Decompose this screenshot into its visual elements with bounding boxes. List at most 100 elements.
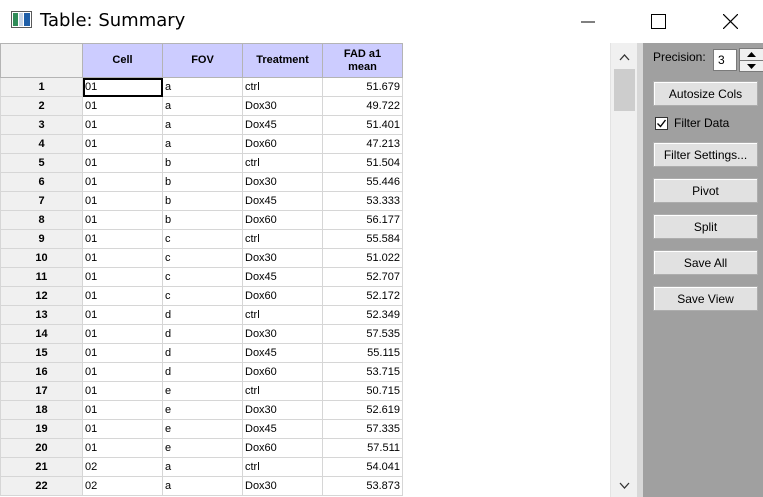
row-number[interactable]: 20 <box>0 438 83 458</box>
fad-a1-mean-value[interactable]: 57.511 <box>322 438 403 458</box>
scroll-down-button[interactable] <box>611 475 637 495</box>
cell-value[interactable]: 02 <box>82 457 163 477</box>
fov-value[interactable]: c <box>162 229 243 249</box>
treatment-value[interactable]: Dox30 <box>242 400 323 420</box>
row-number[interactable]: 22 <box>0 476 83 496</box>
fov-value[interactable]: b <box>162 210 243 230</box>
filter-data-checkbox-row[interactable]: Filter Data <box>655 116 729 130</box>
save-view-button[interactable]: Save View <box>653 286 758 311</box>
fad-a1-mean-value[interactable]: 53.715 <box>322 362 403 382</box>
vertical-scrollbar[interactable] <box>610 43 637 497</box>
treatment-value[interactable]: ctrl <box>242 457 323 477</box>
table-row[interactable]: 18 01 e Dox30 52.619 <box>0 400 403 420</box>
column-header-fad-a1-mean[interactable]: FAD a1 mean <box>322 43 403 78</box>
fov-value[interactable]: a <box>162 476 243 496</box>
treatment-value[interactable]: ctrl <box>242 381 323 401</box>
row-number[interactable]: 11 <box>0 267 83 287</box>
row-number[interactable]: 21 <box>0 457 83 477</box>
table-row[interactable]: 14 01 d Dox30 57.535 <box>0 324 403 344</box>
treatment-value[interactable]: Dox30 <box>242 172 323 192</box>
table-row[interactable]: 2 01 a Dox30 49.722 <box>0 96 403 116</box>
fad-a1-mean-value[interactable]: 50.715 <box>322 381 403 401</box>
fad-a1-mean-value[interactable]: 51.022 <box>322 248 403 268</box>
maximize-button[interactable] <box>635 0 681 43</box>
fad-a1-mean-value[interactable]: 51.401 <box>322 115 403 135</box>
treatment-value[interactable]: Dox60 <box>242 210 323 230</box>
row-number[interactable]: 19 <box>0 419 83 439</box>
treatment-value[interactable]: Dox30 <box>242 324 323 344</box>
fad-a1-mean-value[interactable]: 57.335 <box>322 419 403 439</box>
fov-value[interactable]: c <box>162 267 243 287</box>
cell-value[interactable]: 01 <box>82 77 163 97</box>
spin-down-button[interactable] <box>740 60 763 71</box>
fov-value[interactable]: d <box>162 362 243 382</box>
fad-a1-mean-value[interactable]: 47.213 <box>322 134 403 154</box>
cell-value[interactable]: 01 <box>82 419 163 439</box>
table-row[interactable]: 4 01 a Dox60 47.213 <box>0 134 403 154</box>
column-header-fov[interactable]: FOV <box>162 43 243 78</box>
fov-value[interactable]: c <box>162 286 243 306</box>
table-row[interactable]: 22 02 a Dox30 53.873 <box>0 476 403 496</box>
fov-value[interactable]: b <box>162 191 243 211</box>
table-row[interactable]: 6 01 b Dox30 55.446 <box>0 172 403 192</box>
minimize-button[interactable] <box>565 0 611 43</box>
corner-header[interactable] <box>0 43 83 78</box>
cell-value[interactable]: 01 <box>82 267 163 287</box>
fad-a1-mean-value[interactable]: 55.446 <box>322 172 403 192</box>
scroll-up-button[interactable] <box>611 47 637 67</box>
precision-spinner[interactable] <box>739 48 763 72</box>
treatment-value[interactable]: Dox45 <box>242 191 323 211</box>
cell-value[interactable]: 01 <box>82 286 163 306</box>
fad-a1-mean-value[interactable]: 53.333 <box>322 191 403 211</box>
column-header-treatment[interactable]: Treatment <box>242 43 323 78</box>
row-number[interactable]: 6 <box>0 172 83 192</box>
row-number[interactable]: 8 <box>0 210 83 230</box>
treatment-value[interactable]: Dox60 <box>242 286 323 306</box>
cell-value[interactable]: 01 <box>82 96 163 116</box>
table-row[interactable]: 8 01 b Dox60 56.177 <box>0 210 403 230</box>
treatment-value[interactable]: Dox30 <box>242 248 323 268</box>
cell-value[interactable]: 01 <box>82 362 163 382</box>
fad-a1-mean-value[interactable]: 52.707 <box>322 267 403 287</box>
fov-value[interactable]: e <box>162 438 243 458</box>
row-number[interactable]: 5 <box>0 153 83 173</box>
treatment-value[interactable]: Dox30 <box>242 96 323 116</box>
table-row[interactable]: 7 01 b Dox45 53.333 <box>0 191 403 211</box>
row-number[interactable]: 10 <box>0 248 83 268</box>
treatment-value[interactable]: Dox30 <box>242 476 323 496</box>
row-number[interactable]: 7 <box>0 191 83 211</box>
scroll-thumb[interactable] <box>614 69 635 111</box>
fov-value[interactable]: b <box>162 172 243 192</box>
column-header-cell[interactable]: Cell <box>82 43 163 78</box>
treatment-value[interactable]: Dox60 <box>242 362 323 382</box>
treatment-value[interactable]: ctrl <box>242 77 323 97</box>
fov-value[interactable]: a <box>162 134 243 154</box>
filter-settings-button[interactable]: Filter Settings... <box>653 142 758 167</box>
cell-value[interactable]: 01 <box>82 210 163 230</box>
cell-value[interactable]: 01 <box>82 134 163 154</box>
fad-a1-mean-value[interactable]: 51.679 <box>322 77 403 97</box>
fad-a1-mean-value[interactable]: 52.172 <box>322 286 403 306</box>
fad-a1-mean-value[interactable]: 56.177 <box>322 210 403 230</box>
fov-value[interactable]: b <box>162 153 243 173</box>
fov-value[interactable]: a <box>162 96 243 116</box>
treatment-value[interactable]: Dox45 <box>242 115 323 135</box>
cell-value[interactable]: 01 <box>82 229 163 249</box>
row-number[interactable]: 12 <box>0 286 83 306</box>
fad-a1-mean-value[interactable]: 55.115 <box>322 343 403 363</box>
cell-value[interactable]: 01 <box>82 438 163 458</box>
precision-input[interactable]: 3 <box>713 49 737 71</box>
row-number[interactable]: 17 <box>0 381 83 401</box>
table-row[interactable]: 16 01 d Dox60 53.715 <box>0 362 403 382</box>
fov-value[interactable]: a <box>162 115 243 135</box>
treatment-value[interactable]: Dox60 <box>242 134 323 154</box>
table-row[interactable]: 17 01 e ctrl 50.715 <box>0 381 403 401</box>
treatment-value[interactable]: Dox45 <box>242 267 323 287</box>
fov-value[interactable]: e <box>162 419 243 439</box>
treatment-value[interactable]: ctrl <box>242 153 323 173</box>
fov-value[interactable]: a <box>162 77 243 97</box>
cell-value[interactable]: 01 <box>82 343 163 363</box>
fov-value[interactable]: d <box>162 324 243 344</box>
cell-value[interactable]: 01 <box>82 248 163 268</box>
fad-a1-mean-value[interactable]: 52.619 <box>322 400 403 420</box>
